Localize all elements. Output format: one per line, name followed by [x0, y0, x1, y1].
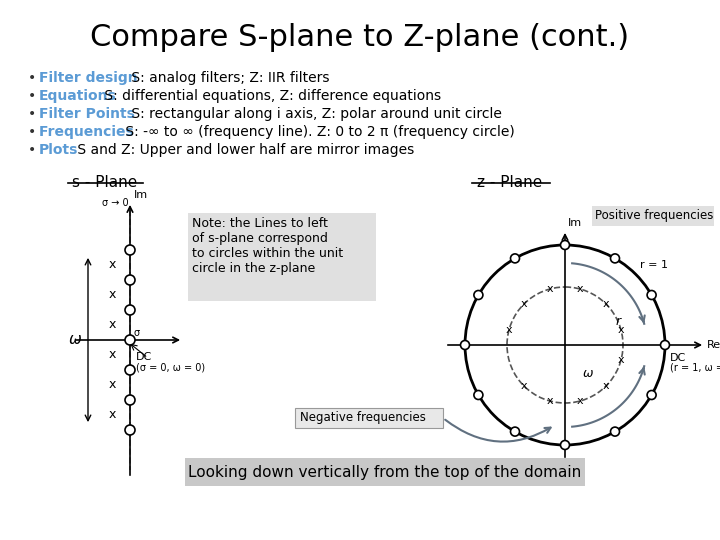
Text: x: x: [577, 396, 583, 406]
Text: DC: DC: [670, 353, 686, 363]
Text: r: r: [616, 315, 621, 328]
Text: x: x: [108, 408, 116, 422]
Text: σ: σ: [134, 328, 140, 338]
Circle shape: [461, 341, 469, 349]
Circle shape: [611, 254, 619, 263]
Text: •: •: [28, 143, 36, 157]
Text: x: x: [577, 284, 583, 294]
Circle shape: [125, 245, 135, 255]
Text: x: x: [505, 325, 513, 335]
Text: s - Plane: s - Plane: [73, 175, 138, 190]
Text: Plots: Plots: [39, 143, 78, 157]
Circle shape: [125, 305, 135, 315]
Text: x: x: [108, 288, 116, 301]
Text: (σ = 0, ω = 0): (σ = 0, ω = 0): [136, 362, 205, 372]
Text: Frequencies: Frequencies: [39, 125, 139, 139]
Text: Compare S-plane to Z-plane (cont.): Compare S-plane to Z-plane (cont.): [91, 24, 629, 52]
Text: Equations: Equations: [39, 89, 117, 103]
Circle shape: [647, 291, 656, 300]
Circle shape: [125, 425, 135, 435]
Text: x: x: [108, 259, 116, 272]
Text: Im: Im: [568, 218, 582, 228]
Text: ω: ω: [68, 333, 81, 348]
Text: ω: ω: [583, 367, 593, 380]
Text: S: analog filters; Z: IIR filters: S: analog filters; Z: IIR filters: [127, 71, 330, 85]
Text: S: differential equations, Z: difference equations: S: differential equations, Z: difference…: [100, 89, 441, 103]
Circle shape: [474, 390, 483, 400]
Text: DC: DC: [136, 352, 152, 362]
Text: x: x: [618, 355, 624, 365]
Bar: [295, 408, 443, 428]
Text: Re: Re: [707, 340, 720, 350]
Text: z - Plane: z - Plane: [477, 175, 543, 190]
Circle shape: [560, 240, 570, 249]
Circle shape: [125, 275, 135, 285]
Text: •: •: [28, 71, 36, 85]
Text: (r = 1, ω = 0): (r = 1, ω = 0): [670, 363, 720, 373]
Circle shape: [510, 427, 520, 436]
Circle shape: [474, 291, 483, 300]
Text: Filter design: Filter design: [39, 71, 138, 85]
Text: x: x: [603, 299, 609, 309]
Bar: [592, 206, 714, 226]
Text: S: -∞ to ∞ (frequency line). Z: 0 to 2 π (frequency circle): S: -∞ to ∞ (frequency line). Z: 0 to 2 π…: [121, 125, 514, 139]
Text: x: x: [108, 348, 116, 361]
Text: x: x: [603, 381, 609, 391]
Text: x: x: [546, 396, 553, 406]
Text: Looking down vertically from the top of the domain: Looking down vertically from the top of …: [189, 464, 582, 480]
Text: x: x: [618, 325, 624, 335]
Text: x: x: [546, 284, 553, 294]
Circle shape: [125, 395, 135, 405]
Text: Negative frequencies: Negative frequencies: [300, 411, 426, 424]
Circle shape: [660, 341, 670, 349]
Text: x: x: [108, 319, 116, 332]
Text: •: •: [28, 107, 36, 121]
Text: S: rectangular along i axis, Z: polar around unit circle: S: rectangular along i axis, Z: polar ar…: [127, 107, 503, 121]
Text: Im: Im: [134, 190, 148, 200]
Text: x: x: [521, 299, 527, 309]
Text: •: •: [28, 125, 36, 139]
Text: r = 1: r = 1: [639, 260, 667, 271]
Text: Filter Points: Filter Points: [39, 107, 135, 121]
Text: •: •: [28, 89, 36, 103]
Circle shape: [560, 441, 570, 449]
Circle shape: [125, 335, 135, 345]
Circle shape: [125, 365, 135, 375]
Text: x: x: [108, 379, 116, 392]
Text: S and Z: Upper and lower half are mirror images: S and Z: Upper and lower half are mirror…: [73, 143, 414, 157]
Bar: [188, 213, 376, 301]
Circle shape: [510, 254, 520, 263]
Circle shape: [611, 427, 619, 436]
Text: σ → 0: σ → 0: [102, 198, 128, 208]
Text: Note: the Lines to left
of s-plane correspond
to circles within the unit
circle : Note: the Lines to left of s-plane corre…: [192, 217, 343, 275]
Bar: [185, 458, 585, 486]
Text: Positive frequencies: Positive frequencies: [595, 210, 714, 222]
Circle shape: [647, 390, 656, 400]
Text: x: x: [521, 381, 527, 391]
